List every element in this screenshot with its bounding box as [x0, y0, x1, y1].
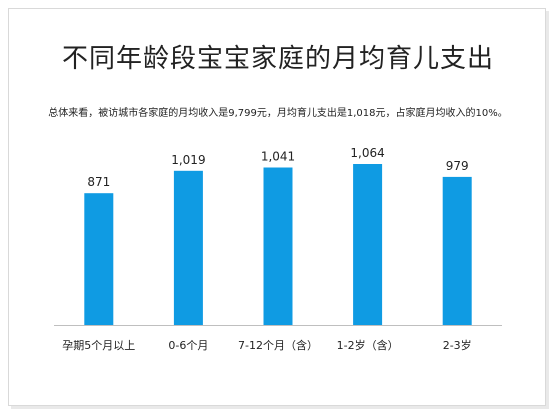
- value-label-1: 871: [87, 175, 110, 189]
- value-label-5: 979: [446, 159, 469, 173]
- value-label-3: 1,041: [261, 150, 295, 164]
- x-tick-label-1: 孕期5个月以上: [62, 339, 135, 352]
- x-tick-label-2: 0-6个月: [168, 339, 208, 352]
- bar-3: [263, 167, 293, 325]
- x-tick-label-3: 7-12个月（含）: [238, 338, 318, 352]
- bar-2: [173, 170, 203, 325]
- x-tick-label-5: 2-3岁: [443, 338, 472, 352]
- bar-5: [442, 176, 472, 325]
- chart-subtitle: 总体来看，被访城市各家庭的月均收入是9,799元，月均育儿支出是1,018元，占…: [48, 108, 508, 119]
- bar-4: [353, 164, 383, 325]
- x-tick-label-4: 1-2岁（含）: [337, 338, 399, 352]
- x-tick-labels-group: 孕期5个月以上 0-6个月 7-12个月（含） 1-2岁（含） 2-3岁: [62, 338, 471, 352]
- value-label-2: 1,019: [171, 153, 205, 167]
- bar-1: [84, 193, 114, 325]
- value-labels-group: 871 1,019 1,041 1,064 979: [87, 146, 468, 189]
- chart-title: 不同年龄段宝宝家庭的月均育儿支出: [61, 44, 494, 74]
- bars-group: [84, 164, 472, 325]
- value-label-4: 1,064: [350, 146, 384, 160]
